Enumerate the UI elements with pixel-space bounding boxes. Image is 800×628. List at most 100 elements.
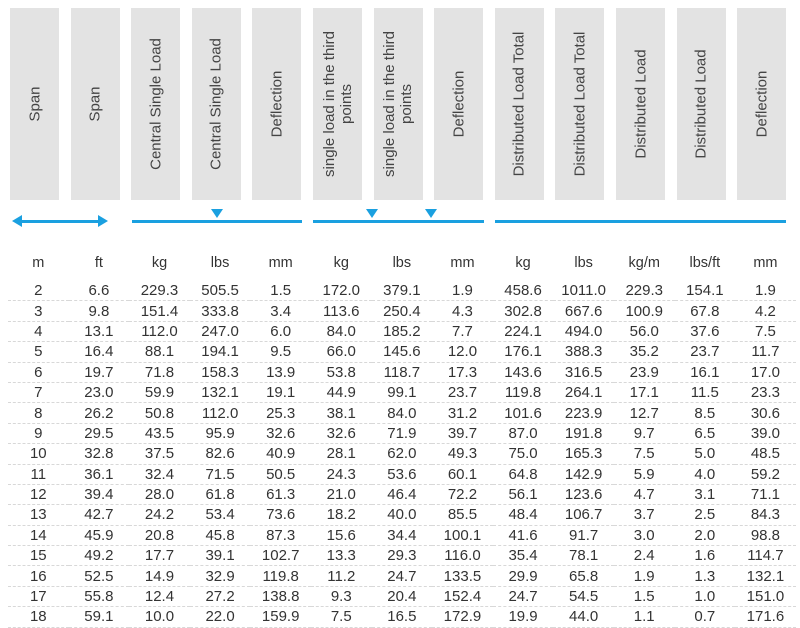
table-cell: 16.5 bbox=[387, 608, 417, 626]
table-cell: 10.0 bbox=[144, 608, 175, 626]
table-cell: 49.3 bbox=[447, 445, 478, 463]
table-cell: 95.9 bbox=[205, 424, 235, 442]
table-cell: 32.9 bbox=[205, 567, 235, 585]
table-row: 12 39.4 28.0 61.8 61.3 21.0 46.4 72.2 56.1 123.6 4… bbox=[8, 484, 796, 505]
column-header: Deflection bbox=[434, 8, 484, 200]
table-row: 13 42.7 24.2 53.4 73.6 18.2 40.0 85.5 48.4 106.7 3… bbox=[8, 505, 796, 526]
table-cell: 32.4 bbox=[144, 465, 175, 483]
table-cell: 6.0 bbox=[270, 322, 292, 340]
table-cell: 12.0 bbox=[447, 343, 478, 361]
table-cell: 13.9 bbox=[266, 363, 296, 381]
table-cell: 1.3 bbox=[694, 567, 716, 585]
table-cell: 7 bbox=[34, 384, 43, 402]
table-cell: 119.8 bbox=[504, 384, 542, 402]
table-cell: 24.2 bbox=[144, 506, 175, 524]
table-cell: 40.9 bbox=[266, 445, 296, 463]
table-cell: 247.0 bbox=[201, 322, 239, 340]
table-cell: 316.5 bbox=[564, 363, 603, 381]
table-cell: 91.7 bbox=[569, 526, 599, 544]
table-cell: 388.3 bbox=[564, 343, 603, 361]
table-cell: 5.9 bbox=[633, 465, 655, 483]
table-cell: 23.3 bbox=[750, 384, 781, 402]
table-cell: 59.9 bbox=[144, 384, 175, 402]
table-cell: 17.7 bbox=[144, 547, 175, 565]
table-cell: 229.3 bbox=[140, 282, 179, 300]
table-cell: 60.1 bbox=[447, 465, 478, 483]
table-cell: 44.0 bbox=[569, 608, 599, 626]
unit-label: m bbox=[32, 255, 45, 271]
unit-label: mm bbox=[450, 255, 475, 271]
table-cell: 23.7 bbox=[690, 343, 720, 361]
unit-label: lbs bbox=[392, 255, 412, 271]
table-cell: 19.1 bbox=[266, 384, 296, 402]
column-header-label: single load in the third points bbox=[381, 31, 416, 177]
column-header-label: Distributed Load Total bbox=[571, 31, 589, 177]
span-arrow-line bbox=[20, 220, 100, 223]
table-cell: 224.1 bbox=[504, 322, 542, 340]
table-cell: 29.9 bbox=[508, 567, 538, 585]
table-cell: 4.7 bbox=[633, 486, 655, 504]
column-header-label: Distributed Load Total bbox=[510, 31, 528, 177]
table-cell: 82.6 bbox=[205, 445, 235, 463]
table-cell: 85.5 bbox=[447, 506, 478, 524]
table-cell: 52.5 bbox=[84, 567, 114, 585]
column-header: Central Single Load bbox=[131, 8, 181, 200]
table-cell: 45.9 bbox=[84, 526, 114, 544]
table-cell: 152.4 bbox=[443, 588, 482, 606]
table-cell: 4.2 bbox=[754, 302, 776, 320]
table-cell: 45.8 bbox=[205, 526, 235, 544]
table-cell: 71.8 bbox=[144, 363, 175, 381]
table-cell: 100.9 bbox=[625, 302, 663, 320]
column-header: Distributed Load Total bbox=[555, 8, 605, 200]
table-cell: 223.9 bbox=[564, 404, 603, 422]
table-cell: 49.2 bbox=[84, 547, 114, 565]
table-cell: 119.8 bbox=[262, 567, 299, 585]
table-row: 17 55.8 12.4 27.2 138.8 9.3 20.4 152.4 24.7 54.5 1… bbox=[8, 586, 796, 607]
table-cell: 9 bbox=[34, 424, 43, 442]
table-cell: 54.5 bbox=[569, 588, 599, 606]
table-cell: 37.5 bbox=[144, 445, 175, 463]
arrow-left-icon bbox=[12, 215, 22, 227]
table-cell: 61.3 bbox=[266, 486, 296, 504]
table-cell: 9.5 bbox=[270, 343, 292, 361]
unit-label: kg bbox=[515, 255, 531, 271]
column-header: single load in the third points bbox=[313, 8, 362, 200]
table-cell: 18.2 bbox=[326, 506, 356, 524]
table-cell: 113.6 bbox=[323, 302, 360, 320]
table-cell: 41.6 bbox=[508, 526, 538, 544]
table-cell: 21.0 bbox=[326, 486, 356, 504]
table-cell: 158.3 bbox=[201, 363, 239, 381]
table-cell: 43.5 bbox=[144, 424, 175, 442]
table-row: 6 19.7 71.8 158.3 13.9 53.8 118.7 17.3 143.6 316.… bbox=[8, 362, 796, 383]
table-cell: 24.3 bbox=[326, 465, 356, 483]
table-cell: 7.5 bbox=[754, 322, 776, 340]
table-cell: 159.9 bbox=[261, 608, 300, 626]
table-cell: 1.5 bbox=[270, 282, 292, 300]
column-header-label: Deflection bbox=[753, 70, 771, 138]
table-row: 18 59.1 10.0 22.0 159.9 7.5 16.5 172.9 19.9 44.0 1… bbox=[8, 607, 796, 628]
column-header-label: Distributed Load bbox=[632, 49, 649, 159]
table-cell: 84.0 bbox=[326, 322, 356, 340]
table-cell: 75.0 bbox=[508, 445, 538, 463]
table-cell: 171.6 bbox=[746, 608, 785, 626]
table-cell: 138.8 bbox=[261, 588, 300, 606]
table-cell: 100.1 bbox=[443, 526, 482, 544]
table-cell: 4.3 bbox=[452, 302, 473, 320]
table-cell: 87.3 bbox=[266, 526, 296, 544]
table-row: 5 16.4 88.1 194.1 9.5 66.0 145.6 12.0 176.1 388.3… bbox=[8, 342, 796, 363]
table-cell: 56.1 bbox=[508, 486, 538, 504]
table-cell: 101.6 bbox=[504, 404, 542, 422]
table-cell: 12.7 bbox=[629, 404, 659, 422]
table-cell: 2 bbox=[34, 282, 43, 300]
table-cell: 8 bbox=[34, 404, 43, 422]
table-cell: 20.4 bbox=[387, 588, 417, 606]
table-cell: 132.1 bbox=[746, 567, 785, 585]
table-cell: 39.4 bbox=[84, 486, 114, 504]
unit-label: lbs bbox=[574, 255, 593, 271]
table-cell: 26.2 bbox=[84, 404, 114, 422]
table-row: 2 6.6 229.3 505.5 1.5 172.0 379.1 1.9 458.6 1011.… bbox=[8, 281, 796, 301]
table-row: 7 23.0 59.9 132.1 19.1 44.9 99.1 23.7 119.8 264.1… bbox=[8, 382, 796, 403]
table-cell: 15.6 bbox=[326, 526, 356, 544]
table-cell: 3.0 bbox=[633, 526, 655, 544]
table-cell: 44.9 bbox=[326, 384, 356, 402]
